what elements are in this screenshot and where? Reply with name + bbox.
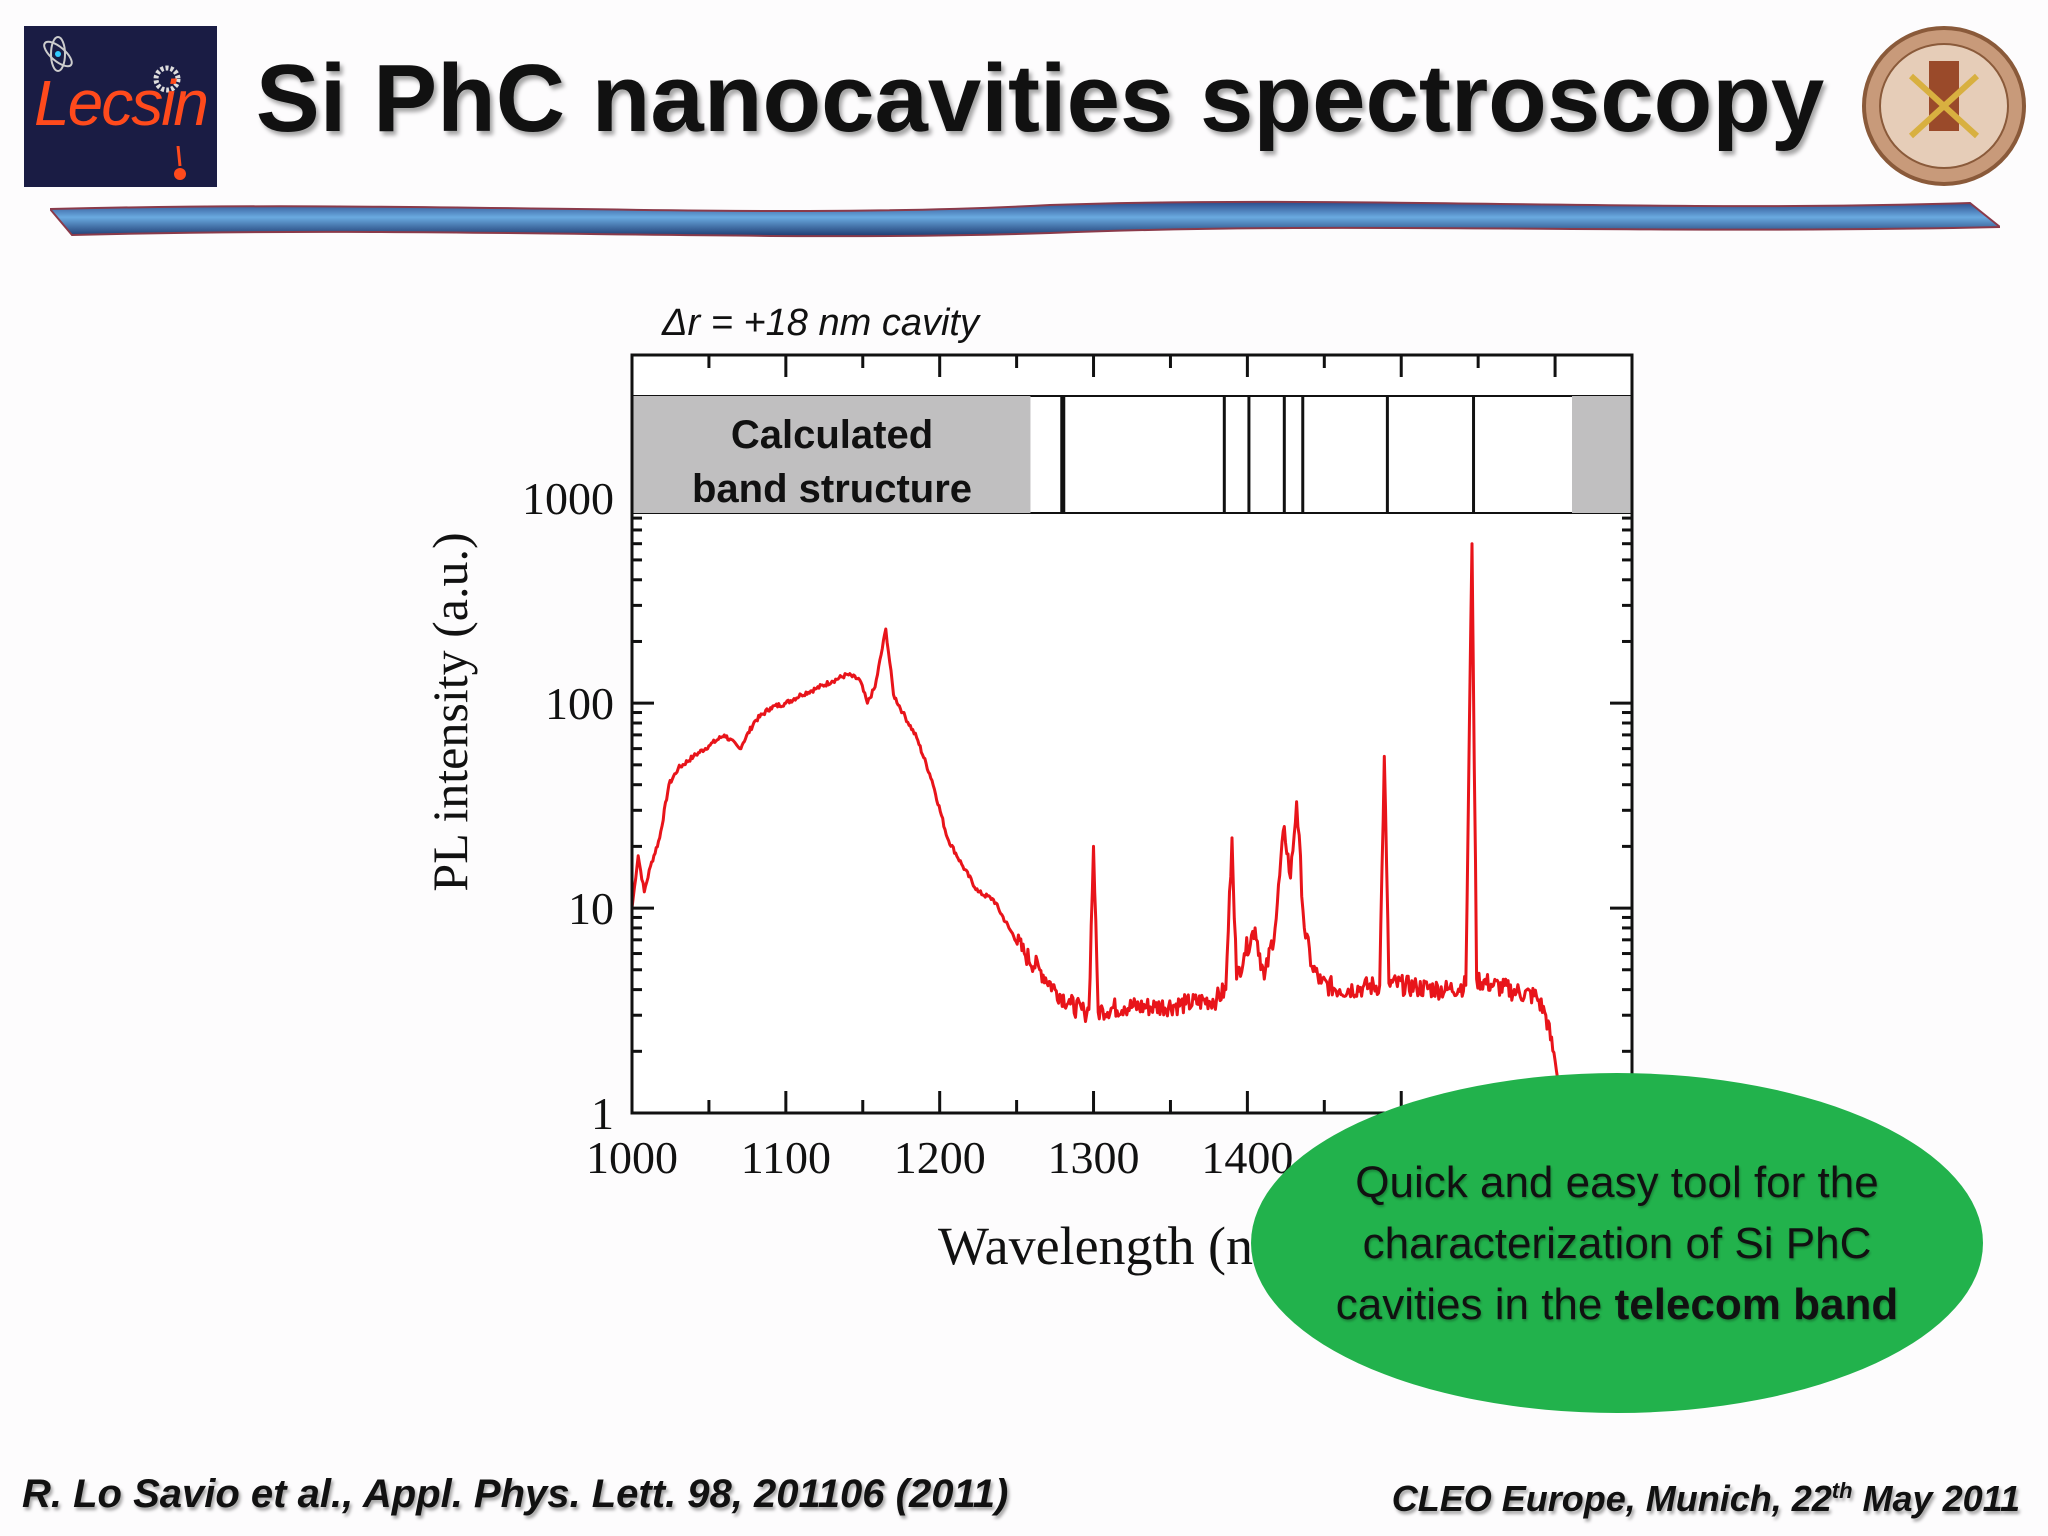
- y-axis-label: PL intensity (a.u.): [422, 532, 478, 892]
- callout-highlight: telecom band: [1614, 1279, 1899, 1329]
- footer-reference: R. Lo Savio et al., Appl. Phys. Lett. 98…: [22, 1472, 1009, 1516]
- callout-bubble: Quick and easy tool for the characteriza…: [1251, 1073, 1983, 1413]
- band-structure-panel: [631, 395, 1633, 514]
- spectrum-line: [630, 542, 1565, 1114]
- atom-icon: [43, 36, 73, 72]
- title-divider-wave: [50, 200, 2000, 238]
- spectrum-series: [630, 542, 1565, 1114]
- plot-frame: [630, 353, 1634, 1115]
- callout-line2: characterization of Si PhC: [1362, 1218, 1872, 1268]
- x-axis-label: Wavelength (nm): [938, 1216, 1314, 1276]
- band-gap-region: [632, 396, 1031, 513]
- tick-labels: 1000 1100 1200 1300 1400 1 10 100 1000: [522, 473, 1293, 1183]
- x-tick-label: 1100: [741, 1132, 831, 1183]
- x-tick-label: 1000: [586, 1132, 678, 1183]
- callout-line1: Quick and easy tool for the: [1355, 1157, 1879, 1207]
- band-panel-label: Calculated band structure: [634, 408, 1030, 516]
- x-tick-label: 1200: [894, 1132, 986, 1183]
- x-tick-label: 1400: [1201, 1132, 1293, 1183]
- footer-event-sup: th: [1831, 1478, 1853, 1503]
- footer-event-text: CLEO Europe, Munich, 22: [1391, 1478, 1832, 1519]
- x-tick-label: 1300: [1048, 1132, 1140, 1183]
- university-seal-icon: [1862, 26, 2026, 186]
- footer-event-suffix: May 2011: [1852, 1478, 2020, 1519]
- y-tick-label: 1000: [522, 473, 614, 524]
- lecsin-logo: Lecsin: [24, 26, 217, 187]
- logo-text: Lecsin: [34, 67, 209, 139]
- y-tick-label: 1: [591, 1088, 614, 1139]
- y-tick-label: 10: [568, 883, 614, 934]
- callout-line3: cavities in the: [1335, 1279, 1615, 1329]
- y-tick-label: 100: [545, 678, 614, 729]
- figure-subtitle: Δr = +18 nm cavity: [662, 302, 979, 344]
- band-gap-region: [1572, 396, 1632, 513]
- band-panel-label-line1: Calculated: [730, 413, 934, 457]
- slide-title: Si PhC nanocavities spectroscopy: [255, 45, 1825, 152]
- band-panel-label-line2: band structure: [691, 467, 973, 511]
- footer-event: CLEO Europe, Munich, 22th May 2011: [1392, 1478, 2020, 1520]
- laser-spark-icon: [174, 146, 186, 180]
- crystal-icon: [153, 65, 181, 93]
